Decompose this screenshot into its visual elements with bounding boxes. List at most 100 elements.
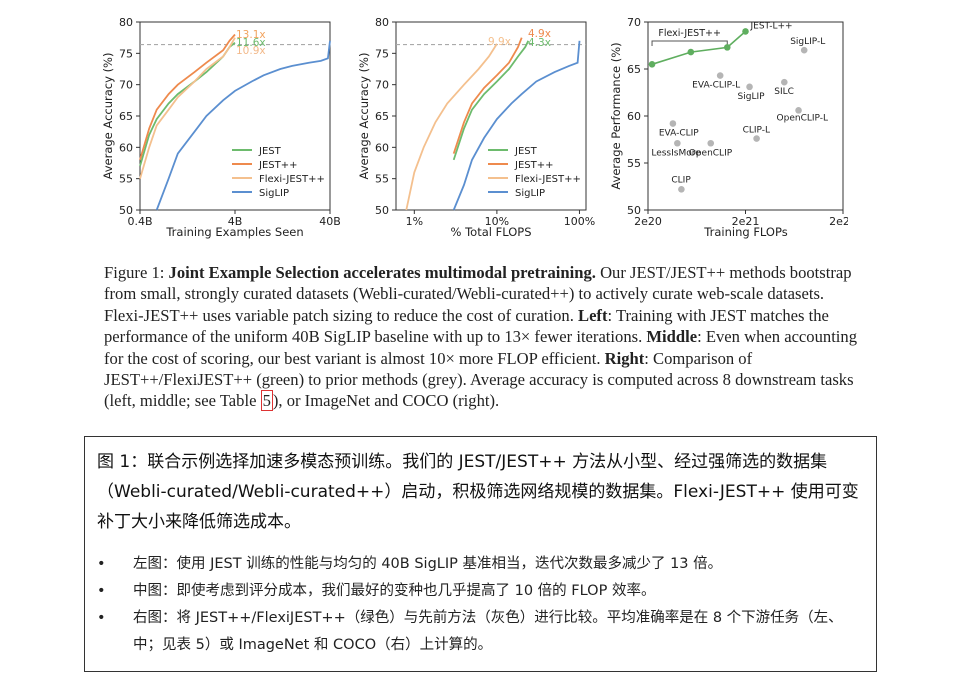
right-x-axis-label: Training FLOPs: [703, 225, 787, 239]
bullet-text: 右图：将 JEST++/FlexiJEST++（绿色）与先前方法（灰色）进行比较…: [133, 610, 843, 653]
translation-bullet-right: • 右图：将 JEST++/FlexiJEST++（绿色）与先前方法（灰色）进行比…: [97, 605, 864, 659]
middle-legend-label: Flexi-JEST++: [515, 174, 581, 185]
right-x-tick-label: 2e20: [634, 215, 662, 228]
right-y-axis-label: Average Performance (%): [609, 42, 623, 189]
left-series-jest: [139, 41, 236, 167]
translation-bullet-left: • 左图：使用 JEST 训练的性能与均匀的 40B SigLIP 基准相当，迭代…: [97, 551, 864, 578]
prior-method-label: OpenCLIP: [689, 148, 733, 158]
middle-y-tick-label: 60: [375, 141, 389, 154]
right-y-tick-label: 65: [627, 63, 641, 76]
left-y-axis-label: Average Accuracy (%): [101, 53, 115, 180]
middle-legend-label: JEST: [514, 146, 538, 157]
middle-series-siglip: [452, 40, 581, 211]
prior-method-point: [669, 120, 677, 127]
right-y-tick-label: 55: [627, 157, 641, 170]
left-legend: JEST JEST++ Flexi-JEST++ SigLIP: [232, 146, 325, 199]
jest-point: [742, 28, 749, 35]
middle-y-tick-label: 80: [375, 16, 389, 29]
prior-method-label: CLIP: [671, 175, 691, 185]
bullet-marker: •: [97, 583, 106, 599]
left-y-tick-label: 80: [119, 16, 133, 29]
bullet-marker: •: [97, 610, 106, 626]
left-speedup-label: 10.9x: [236, 45, 266, 57]
middle-speedup-label: 4.3x: [528, 37, 551, 49]
caption-middle-label: Middle: [646, 327, 698, 347]
middle-series-flexi-jestpp: [405, 43, 498, 211]
caption-left-label: Left: [578, 305, 608, 325]
prior-method-point: [716, 72, 724, 79]
middle-y-tick-label: 50: [375, 204, 389, 217]
middle-legend: JEST JEST++ Flexi-JEST++ SigLIP: [488, 146, 581, 199]
right-y-tick-label: 60: [627, 110, 641, 123]
left-y-tick-label: 75: [119, 47, 133, 60]
left-x-tick-label: 4B: [228, 215, 243, 228]
jest-point: [687, 48, 695, 56]
left-series-siglip: [155, 40, 331, 211]
left-speedup-label: 11.6x: [236, 37, 266, 49]
middle-y-axis-label: Average Accuracy (%): [357, 53, 371, 180]
left-chart: 50 55 60 65 70 75 80 0.4B 4B 40B 13.1x11.6x10.9x…: [101, 16, 340, 239]
translation-bullet-list: • 左图：使用 JEST 训练的性能与均匀的 40B SigLIP 基准相当，迭代…: [97, 551, 864, 659]
jest-point: [648, 61, 656, 68]
right-chart: 50 55 60 65 70 2e20 2e21 2e22 Flexi-JEST++ JES…: [609, 16, 848, 239]
caption-title: Joint Example Selection accelerates mult…: [168, 263, 596, 282]
bullet-marker: •: [97, 556, 106, 572]
left-legend-label: Flexi-JEST++: [259, 174, 325, 185]
left-y-tick-label: 65: [119, 110, 133, 123]
left-x-axis-label: Training Examples Seen: [165, 225, 303, 239]
translation-heading: 图 1：联合示例选择加速多模态预训练。我们的 JEST/JEST++ 方法从小型…: [97, 452, 859, 532]
prior-method-label: SILC: [774, 87, 794, 97]
caption-right-label: Right: [604, 348, 645, 368]
prior-method-point: [800, 46, 808, 54]
prior-method-point: [678, 186, 685, 193]
middle-speedup-label: 9.9x: [488, 36, 511, 48]
middle-x-tick-label: 1%: [406, 215, 423, 228]
translation-bullet-middle: • 中图：即使考虑到评分成本，我们最好的变种也几乎提高了 10 倍的 FLOP 效…: [97, 578, 864, 605]
middle-y-tick-label: 55: [375, 173, 389, 186]
caption-prefix: Figure 1:: [104, 263, 169, 282]
prior-method-label: SigLIP: [738, 92, 766, 102]
caption-left-text: : Training with JEST matches the perform…: [104, 305, 829, 347]
left-x-tick-label: 0.4B: [127, 215, 152, 228]
right-x-tick-label: 2e22: [829, 215, 848, 228]
left-series-jestpp: [139, 33, 236, 161]
right-x-tick-label: 2e21: [732, 215, 760, 228]
right-y-tick-label: 50: [627, 204, 641, 217]
bracket-line: [651, 40, 728, 46]
jest-point: [723, 44, 731, 51]
left-legend-label: JEST++: [258, 160, 297, 171]
prior-method-label: CLIP-L: [743, 126, 770, 136]
left-y-tick-label: 70: [119, 79, 133, 92]
middle-y-tick-label: 65: [375, 110, 389, 123]
middle-series-jest: [452, 40, 530, 161]
table-reference-link[interactable]: 5: [260, 390, 273, 412]
left-y-tick-label: 60: [119, 141, 133, 154]
right-y-tick-label: 70: [627, 16, 641, 29]
prior-method-label: OpenCLIP-L: [777, 113, 828, 123]
left-series-flexi-jestpp: [139, 37, 236, 179]
caption-middle-text: : Even when accounting for the cost of s…: [104, 327, 858, 368]
translation-box: 图 1：联合示例选择加速多模态预训练。我们的 JEST/JEST++ 方法从小型…: [84, 436, 877, 672]
middle-legend-label: SigLIP: [515, 188, 545, 199]
flexi-jest-bracket: Flexi-JEST++: [651, 28, 728, 46]
prior-method-point: [780, 78, 788, 86]
prior-method-label: LessIsMore: [651, 148, 701, 158]
bullet-text: 中图：即使考虑到评分成本，我们最好的变种也几乎提高了 10 倍的 FLOP 效率…: [133, 583, 656, 599]
left-speedup-label: 13.1x: [236, 29, 266, 41]
prior-method-point: [795, 107, 802, 114]
middle-series-jestpp: [452, 37, 523, 154]
middle-speedup-label: 4.9x: [528, 28, 551, 40]
middle-x-axis-label: % Total FLOPS: [451, 225, 532, 239]
left-legend-label: SigLIP: [259, 188, 289, 199]
middle-y-tick-label: 70: [375, 79, 389, 92]
caption-end-text: ), or ImageNet and COCO (right).: [272, 391, 500, 411]
jest-point-label: JEST-L++: [750, 21, 793, 31]
left-x-tick-label: 40B: [319, 215, 340, 228]
middle-legend-label: JEST++: [514, 160, 553, 171]
bracket-label: Flexi-JEST++: [658, 28, 721, 39]
middle-chart: 50 55 60 65 70 75 80 1% 10% 100% 4.9x 9.9x 4.3x JE…: [357, 16, 595, 239]
caption-part1: Our JEST/JEST++ methods bootstrap from s…: [104, 263, 852, 325]
prior-method-point: [707, 139, 715, 147]
middle-x-tick-label: 10%: [485, 215, 509, 228]
left-y-tick-label: 50: [119, 204, 133, 217]
